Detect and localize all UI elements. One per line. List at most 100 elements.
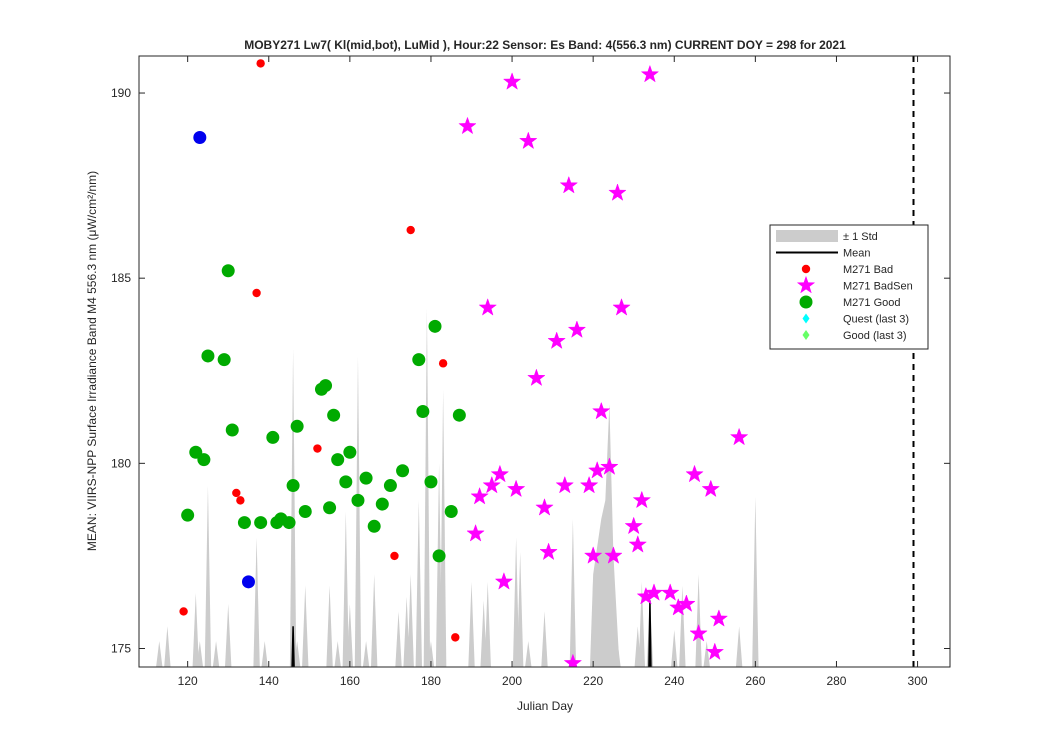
std-band-spike	[439, 389, 447, 667]
data-point	[254, 516, 268, 530]
y-tick-label: 190	[111, 86, 131, 100]
std-band-spike	[752, 496, 759, 667]
std-band-spike	[525, 641, 532, 667]
std-band-spike	[362, 641, 370, 667]
std-band-spike	[225, 604, 232, 667]
legend-label: M271 BadSen	[843, 281, 913, 293]
std-band-spike	[703, 641, 710, 667]
x-tick-label: 200	[502, 674, 522, 688]
std-band-spike	[370, 574, 378, 667]
data-point	[217, 353, 231, 367]
data-point	[612, 298, 631, 316]
data-point	[359, 471, 373, 485]
data-point	[470, 486, 489, 505]
std-band-spike	[423, 307, 431, 667]
data-point	[201, 349, 215, 363]
data-point	[567, 320, 587, 338]
std-band-spike	[212, 641, 220, 667]
std-band-spike	[569, 518, 577, 667]
legend-swatch	[802, 313, 810, 324]
std-band-spike	[468, 581, 475, 667]
plot-frame	[138, 55, 951, 668]
data-point	[444, 504, 458, 518]
data-point	[518, 131, 538, 150]
data-point	[452, 408, 466, 422]
data-point	[689, 623, 708, 642]
data-point	[367, 519, 381, 533]
x-tick-label: 220	[583, 674, 603, 688]
data-point	[286, 479, 300, 493]
legend-swatch	[796, 275, 816, 294]
data-point	[298, 504, 312, 518]
legend-label: M271 Bad	[843, 264, 893, 276]
data-point	[547, 331, 566, 350]
data-point	[729, 427, 749, 446]
data-point	[290, 419, 304, 433]
x-axis-label: Julian Day	[517, 699, 573, 713]
data-point	[181, 508, 195, 522]
data-point	[705, 642, 725, 661]
std-band-spike	[695, 574, 702, 667]
data-point	[406, 225, 415, 235]
std-band-spike	[671, 629, 678, 667]
y-tick-label: 185	[111, 271, 131, 285]
data-point	[221, 264, 235, 278]
std-band-spike	[512, 537, 520, 667]
data-point	[193, 130, 207, 144]
y-axis: 175 180 185 190	[111, 86, 950, 655]
data-point	[494, 572, 514, 590]
std-band-spike	[192, 592, 199, 667]
legend-swatch	[802, 330, 810, 340]
data-point	[432, 549, 446, 563]
legend-label: Quest (last 3)	[843, 314, 909, 326]
std-band-spike	[302, 585, 309, 667]
data-point	[478, 298, 498, 316]
data-point	[527, 368, 546, 387]
data-point	[343, 445, 357, 459]
x-tick-label: 120	[178, 674, 198, 688]
data-point	[628, 535, 648, 553]
x-tick-label: 160	[340, 674, 360, 688]
data-point	[179, 607, 188, 616]
std-band-spike	[735, 626, 743, 667]
data-point	[559, 175, 579, 194]
data-point	[383, 479, 397, 493]
data-point	[644, 583, 664, 601]
data-point	[241, 575, 255, 589]
std-band-spike	[354, 355, 362, 667]
data-point	[412, 353, 426, 367]
data-point	[579, 475, 599, 494]
std-band-spike	[427, 641, 435, 667]
data-point	[563, 653, 583, 667]
std-band-spike	[293, 641, 301, 667]
x-tick-label: 280	[826, 674, 846, 688]
data-point	[197, 453, 211, 467]
std-band-spike	[204, 485, 212, 667]
data-point	[256, 59, 265, 68]
std-band-region	[591, 404, 620, 667]
mean-line-spike	[648, 600, 652, 667]
std-band-layer	[156, 307, 759, 667]
std-band-spike	[326, 585, 333, 667]
data-point	[438, 359, 448, 368]
data-point	[701, 479, 721, 498]
data-point	[266, 430, 280, 444]
data-point	[660, 583, 680, 601]
legend-box	[769, 224, 929, 350]
data-point	[252, 288, 261, 298]
data-point	[323, 501, 337, 515]
data-point	[709, 609, 729, 627]
data-point	[327, 408, 341, 422]
data-point	[490, 464, 510, 483]
std-band-spike	[289, 348, 297, 667]
data-point	[466, 523, 485, 542]
std-band-spike	[541, 611, 548, 667]
y-tick-label: 175	[111, 641, 131, 655]
legend-label: ± 1 Std	[843, 231, 878, 243]
data-point	[390, 551, 399, 561]
data-point	[428, 319, 442, 333]
data-point	[424, 475, 438, 489]
data-point	[506, 479, 526, 498]
data-point	[375, 497, 389, 511]
